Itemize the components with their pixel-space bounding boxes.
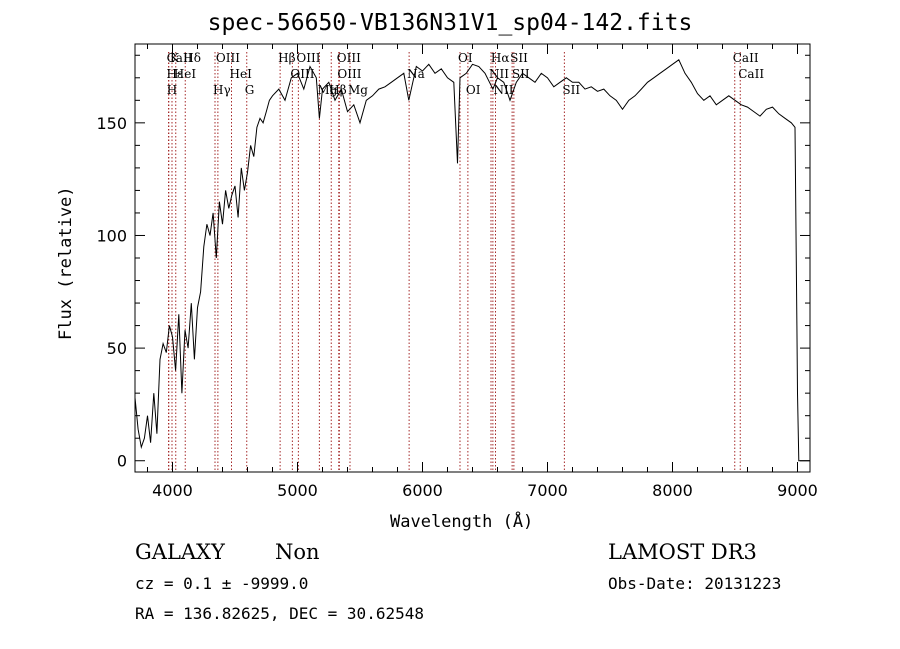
spectral-line-label: G <box>245 83 255 97</box>
plot-axes <box>134 43 811 473</box>
object-class: GALAXY <box>135 540 225 564</box>
spectral-line-label: Hε <box>167 67 184 81</box>
spectral-line-label: SII <box>512 67 530 81</box>
spectral-line-label: NII <box>494 83 514 97</box>
spectral-line-label: Hδ <box>183 51 201 65</box>
x-tick-label: 8000 <box>652 481 693 500</box>
spectral-line-label: CaII <box>167 51 193 65</box>
spectral-line-label: Hα <box>491 51 510 65</box>
spectral-line-label: K <box>170 51 180 65</box>
spectrum-line <box>134 59 810 462</box>
y-axis-label: Flux (relative) <box>56 186 76 340</box>
object-subclass: Non <box>275 540 320 564</box>
spectral-line-label: OIII <box>337 51 361 65</box>
tick-labels: 4000 5000 6000 7000 8000 9000 0 50 100 150 <box>96 114 817 500</box>
observation-date: Obs-Date: 20131223 <box>608 574 782 593</box>
x-tick-label: 6000 <box>402 481 443 500</box>
spectral-line-label: OIII <box>337 67 361 81</box>
spectral-line-label: SII <box>562 83 580 97</box>
spectrum-series <box>134 59 810 462</box>
spectral-line-label: OIII <box>296 51 320 65</box>
spectral-line-label: SII <box>510 51 528 65</box>
spectral-line-label: HeI <box>230 67 253 81</box>
spectral-line-label: Mg <box>348 83 368 97</box>
chart-title: spec-56650-VB136N31V1_sp04-142.fits <box>207 10 693 36</box>
y-tick-label: 150 <box>96 114 127 133</box>
x-axis-label: Wavelength (Å) <box>390 512 534 532</box>
y-tick-label: 50 <box>107 339 127 358</box>
spectral-line-label: OIII <box>290 67 314 81</box>
spectral-line-label: CaII <box>733 51 759 65</box>
ra-dec-coordinates: RA = 136.82625, DEC = 30.62548 <box>135 604 424 623</box>
spectral-line-label: CaII <box>738 67 764 81</box>
spectral-line-label: OI <box>458 51 473 65</box>
y-tick-label: 100 <box>96 226 127 245</box>
survey-name: LAMOST DR3 <box>608 540 757 564</box>
y-tick-label: 0 <box>117 452 127 471</box>
spectral-line-markers <box>168 52 741 472</box>
x-tick-label: 9000 <box>777 481 818 500</box>
x-tick-label: 5000 <box>277 481 318 500</box>
spectral-line-label: HeI <box>174 67 197 81</box>
spectral-line-label: NII <box>489 67 509 81</box>
spectral-line-label: Na <box>407 67 425 81</box>
spectral-line-labels: HεCaIIHKHeIHδHγOIIIHeIGHβOIIIOIIIMgHβOII… <box>167 51 765 97</box>
redshift-cz: cz = 0.1 ± -9999.0 <box>135 574 309 593</box>
spectral-line-label: H <box>167 83 177 97</box>
spectral-line-label: Hβ <box>329 83 346 97</box>
x-tick-label: 7000 <box>527 481 568 500</box>
spectral-line-label: OI <box>466 83 481 97</box>
plot-frame <box>134 43 811 473</box>
spectral-line-label: Hγ <box>213 83 231 97</box>
spectral-line-label: Hβ <box>278 51 295 65</box>
spectral-line-label: Mg <box>317 83 337 97</box>
spectral-line-label: OIII <box>216 51 240 65</box>
x-tick-label: 4000 <box>152 481 193 500</box>
